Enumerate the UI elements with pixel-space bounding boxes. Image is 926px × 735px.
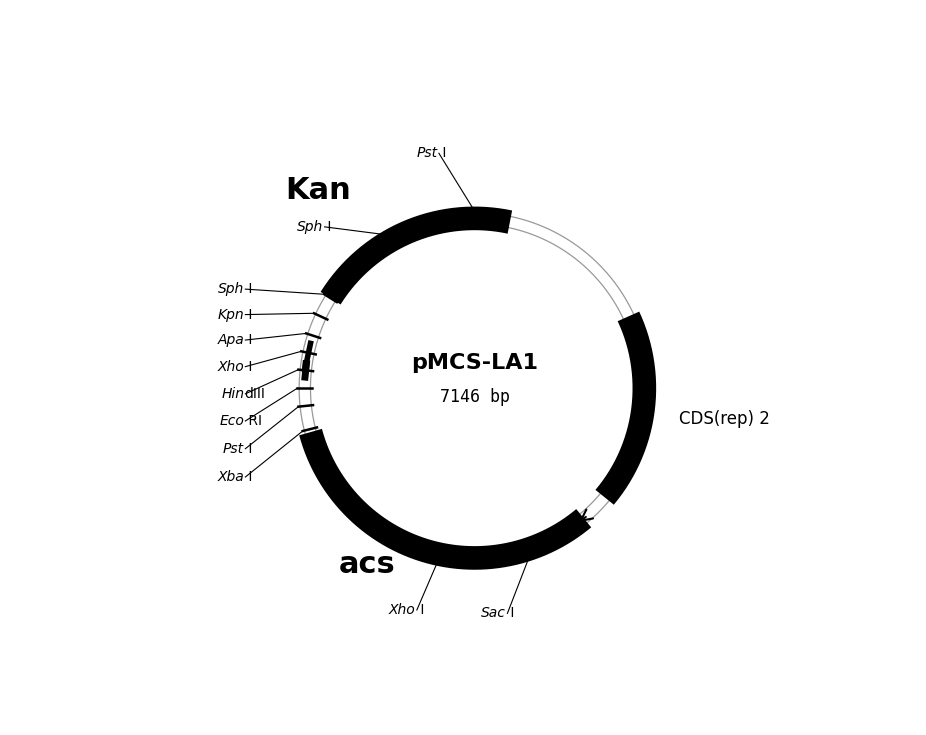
Text: RI: RI <box>244 414 262 428</box>
Text: pMCS-LA1: pMCS-LA1 <box>411 353 538 373</box>
Text: Pst: Pst <box>223 442 244 456</box>
Text: I: I <box>507 606 515 620</box>
Text: acs: acs <box>339 551 395 579</box>
Text: 7146 bp: 7146 bp <box>440 387 509 406</box>
Text: I: I <box>438 146 446 160</box>
Text: Xho: Xho <box>389 603 416 617</box>
Text: Xho: Xho <box>218 359 244 373</box>
Text: I: I <box>244 470 253 484</box>
Text: I: I <box>323 220 332 234</box>
Text: Sph: Sph <box>218 282 244 296</box>
Text: Sac: Sac <box>482 606 507 620</box>
Text: I: I <box>244 333 253 347</box>
Text: I: I <box>244 307 253 322</box>
Text: Sph: Sph <box>297 220 323 234</box>
Text: Eco: Eco <box>219 414 244 428</box>
Text: Xba: Xba <box>218 470 244 484</box>
Text: Kan: Kan <box>285 176 351 204</box>
Text: Hin: Hin <box>221 387 244 401</box>
Text: I: I <box>244 442 253 456</box>
Text: I: I <box>244 282 253 296</box>
Text: Kpn: Kpn <box>218 307 244 322</box>
Text: I: I <box>244 359 253 373</box>
Text: dIII: dIII <box>244 387 265 401</box>
Text: Apa: Apa <box>218 333 244 347</box>
Text: I: I <box>416 603 424 617</box>
Text: CDS(rep) 2: CDS(rep) 2 <box>680 410 770 429</box>
Text: Pst: Pst <box>417 146 438 160</box>
